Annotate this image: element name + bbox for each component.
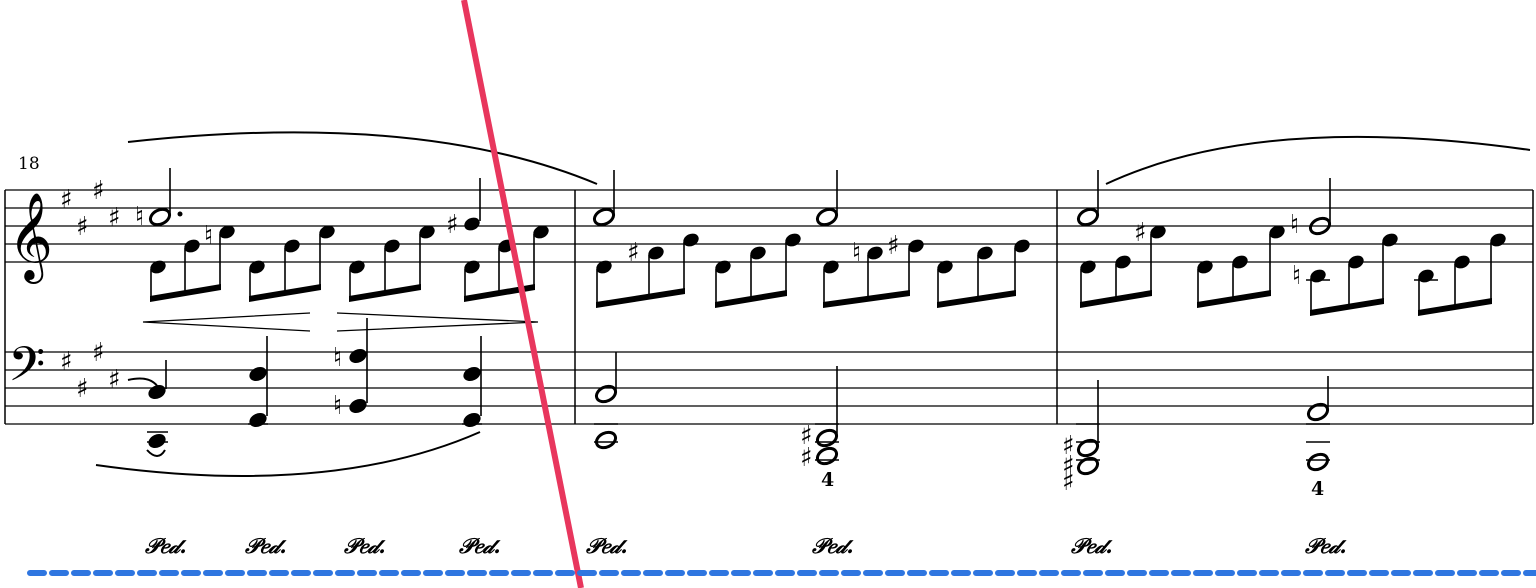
pedal-mark: 𝒫𝑒𝒹. [343,533,386,558]
measure-19-treble: ♯ ♮ ♯ [592,170,1030,308]
natural-icon: ♮ [1292,261,1301,291]
pedal-mark: 𝒫𝑒𝒹. [585,533,628,558]
sharp-icon: ♯ [1062,467,1075,497]
sharp-icon: ♯ [92,338,105,368]
natural-icon: ♮ [1290,210,1299,240]
pedal-mark: 𝒫𝑒𝒹. [458,533,501,558]
crescendo-hairpins [142,312,539,332]
natural-icon: ♮ [135,202,144,232]
sharp-icon: ♯ [108,365,121,395]
sharp-icon: ♯ [627,238,640,268]
sharp-icon: ♯ [92,176,105,206]
fingering-number: 4 [1311,478,1324,500]
treble-key-signature: ♯ ♯ ♯ ♯ [60,176,121,242]
treble-staff [5,189,1533,263]
pedal-mark: 𝒫𝑒𝒹. [144,533,187,558]
natural-icon: ♮ [333,391,342,421]
pedal-mark: 𝒫𝑒𝒹. [1070,533,1113,558]
sharp-icon: ♯ [446,210,459,240]
sharp-icon: ♯ [1062,451,1075,481]
diagonal-annotation-line [461,0,584,588]
sharp-icon: ♯ [1062,431,1075,461]
sharp-icon: ♯ [887,231,900,261]
measure-number: 18 [18,154,40,174]
bass-clef-icon: 𝄢 [8,336,45,404]
sharp-icon: ♯ [800,443,813,473]
sharp-icon: ♯ [800,421,813,451]
measure-20-treble: ♮ ♯ ♮ [1076,170,1506,316]
treble-slurs [127,131,1531,185]
fingering-number: 4 [821,469,834,491]
sharp-icon: ♯ [76,212,89,242]
sharp-icon: ♯ [60,347,73,377]
pedal-mark: 𝒫𝑒𝒹. [244,533,287,558]
sharp-icon: ♯ [60,185,73,215]
sharp-icon: ♯ [1134,218,1147,248]
pedal-mark: 𝒫𝑒𝒹. [811,533,854,558]
natural-icon: ♮ [204,221,213,251]
bass-key-signature: ♯ ♯ ♯ ♯ [60,338,121,404]
natural-icon: ♮ [852,238,861,268]
pedal-markings: 𝒫𝑒𝒹. 𝒫𝑒𝒹. 𝒫𝑒𝒹. 𝒫𝑒𝒹. 𝒫𝑒𝒹. 𝒫𝑒𝒹. 𝒫𝑒𝒹. 𝒫𝑒𝒹. [144,533,1347,558]
measure-20-bass: ♯ ♯ ♯ 4 [1062,376,1330,500]
sharp-icon: ♯ [108,203,121,233]
measure-18-bass: ♮ ♮ [95,318,482,477]
bass-staff [5,351,1533,425]
treble-clef-icon: 𝄞 [8,191,53,284]
barlines [4,190,1534,424]
measure-19-bass: ♯ ♯ 4 [594,352,839,491]
measure-18-treble: ♮ ♮ ♯ [135,168,549,302]
sharp-icon: ♯ [76,374,89,404]
natural-icon: ♮ [333,343,342,373]
pedal-mark: 𝒫𝑒𝒹. [1304,533,1347,558]
